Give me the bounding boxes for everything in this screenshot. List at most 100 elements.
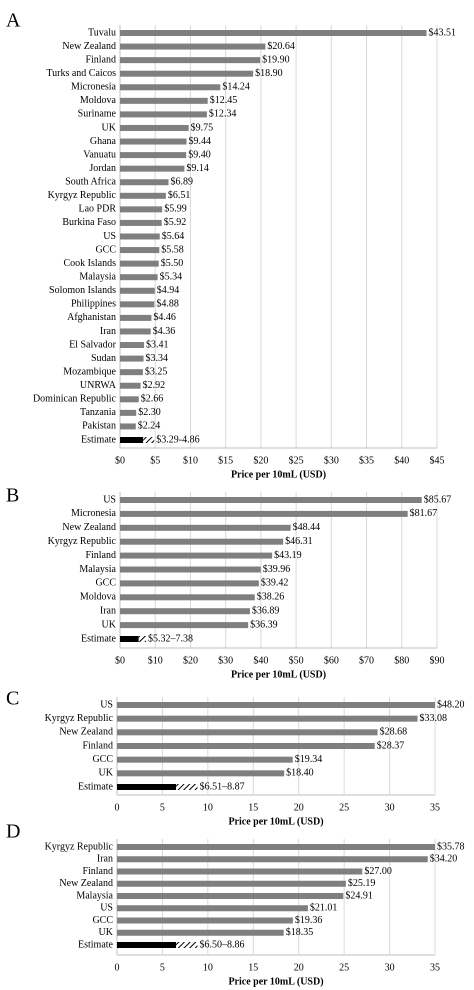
- value-label: $2.66: [141, 394, 164, 405]
- category-label: US: [103, 231, 116, 242]
- value-label: $6.89: [171, 177, 194, 188]
- bar: [120, 301, 155, 308]
- panel-label: D: [6, 821, 20, 843]
- bar: [117, 770, 285, 777]
- x-tick-label: $15: [218, 455, 233, 466]
- value-label: $39.42: [261, 578, 289, 589]
- value-label: $5.99: [164, 204, 187, 215]
- x-tick-label: $25: [289, 455, 304, 466]
- bar: [120, 70, 254, 77]
- bar: [120, 30, 427, 36]
- category-label: Pakistan: [82, 421, 116, 432]
- x-tick-label: 20: [294, 802, 304, 813]
- bar: [117, 905, 308, 912]
- x-tick-label: $30: [218, 655, 233, 666]
- value-label: $9.40: [188, 149, 211, 160]
- value-label: $19.36: [295, 915, 323, 926]
- x-tick-label: 10: [203, 962, 213, 973]
- bar: [120, 287, 155, 294]
- x-tick-label: 25: [339, 962, 349, 973]
- category-label: GCC: [92, 915, 113, 926]
- bar: [120, 382, 141, 389]
- value-label: $24.91: [345, 890, 373, 901]
- x-tick-label: $35: [359, 455, 374, 466]
- value-label: $3.29-4.86: [156, 434, 199, 445]
- x-tick-label: $40: [394, 455, 409, 466]
- category-label: UK: [99, 927, 114, 938]
- bar: [117, 715, 418, 722]
- value-label: $18.40: [286, 768, 314, 779]
- category-label: Ghana: [90, 136, 117, 147]
- category-label: US: [100, 699, 113, 710]
- category-label: US: [103, 494, 116, 505]
- x-tick-label: $40: [253, 655, 268, 666]
- bar: [120, 524, 291, 531]
- value-label: $12.34: [209, 109, 237, 120]
- category-label: Iran: [100, 326, 116, 337]
- value-label: $12.45: [210, 95, 238, 106]
- bar: [117, 743, 375, 749]
- bar: [120, 179, 169, 186]
- value-label: $3.25: [145, 366, 168, 377]
- value-label: $33.08: [420, 713, 448, 724]
- value-label: $4.88: [156, 299, 179, 310]
- bar: [120, 165, 185, 172]
- category-label: Afghanistan: [67, 312, 116, 323]
- category-label: Finland: [82, 866, 113, 877]
- panel-label: C: [6, 688, 19, 710]
- bar: [120, 152, 187, 159]
- value-label: $21.01: [310, 903, 338, 914]
- value-label: $4.46: [153, 312, 176, 323]
- category-label: UNRWA: [80, 380, 117, 391]
- category-label: Malaysia: [79, 564, 116, 575]
- category-label: Estimate: [81, 434, 117, 445]
- bar: [120, 594, 255, 601]
- category-label: UK: [102, 619, 117, 630]
- x-axis-label: Price per 10mL (USD): [228, 816, 323, 827]
- category-label: Estimate: [81, 633, 117, 644]
- category-label: Moldova: [80, 95, 117, 106]
- x-tick-label: 30: [385, 802, 395, 813]
- x-tick-label: $50: [289, 655, 304, 666]
- bar: [120, 124, 189, 131]
- category-label: Lao PDR: [79, 204, 117, 215]
- value-label: $20.64: [267, 41, 295, 52]
- bar: [120, 43, 266, 50]
- bar: [120, 552, 273, 559]
- value-label: $85.67: [424, 494, 452, 505]
- value-label: $2.30: [138, 407, 161, 418]
- value-label: $43.51: [429, 27, 457, 38]
- value-label: $28.68: [380, 727, 408, 738]
- x-tick-label: $5: [150, 455, 160, 466]
- category-label: Philippines: [71, 299, 116, 310]
- value-label: $5.92: [164, 217, 187, 228]
- x-tick-label: $0: [115, 455, 125, 466]
- estimate-low-bar: [120, 437, 144, 443]
- value-label: $19.90: [262, 54, 290, 65]
- category-label: Turks and Caicos: [46, 68, 116, 79]
- estimate-range-bar: [143, 437, 155, 443]
- bar: [120, 314, 152, 321]
- category-label: Suriname: [78, 109, 117, 120]
- x-tick-label: $90: [430, 655, 445, 666]
- category-label: New Zealand: [59, 878, 113, 889]
- panel: C 0 5 10 15 20 25 30 35 Price per 10mL (USD) US $48…: [6, 688, 465, 828]
- value-label: $18.90: [255, 68, 283, 79]
- category-label: Micronesia: [71, 82, 117, 93]
- bars: [120, 30, 427, 443]
- category-label: Kyrgyz Republic: [45, 713, 114, 724]
- category-label: Moldova: [80, 592, 117, 603]
- category-label: Finland: [85, 550, 116, 561]
- bar: [120, 84, 221, 91]
- category-label: Malaysia: [79, 271, 116, 282]
- value-label: $35.78: [437, 841, 465, 852]
- category-label: New Zealand: [59, 727, 113, 738]
- bar: [120, 247, 160, 254]
- x-tick-label: 10: [203, 802, 213, 813]
- value-label: $19.34: [295, 754, 323, 765]
- value-label: $25.19: [348, 878, 376, 889]
- bar: [120, 608, 250, 615]
- category-label: El Salvador: [69, 339, 117, 350]
- category-label: Iran: [97, 854, 113, 865]
- bar: [117, 756, 293, 763]
